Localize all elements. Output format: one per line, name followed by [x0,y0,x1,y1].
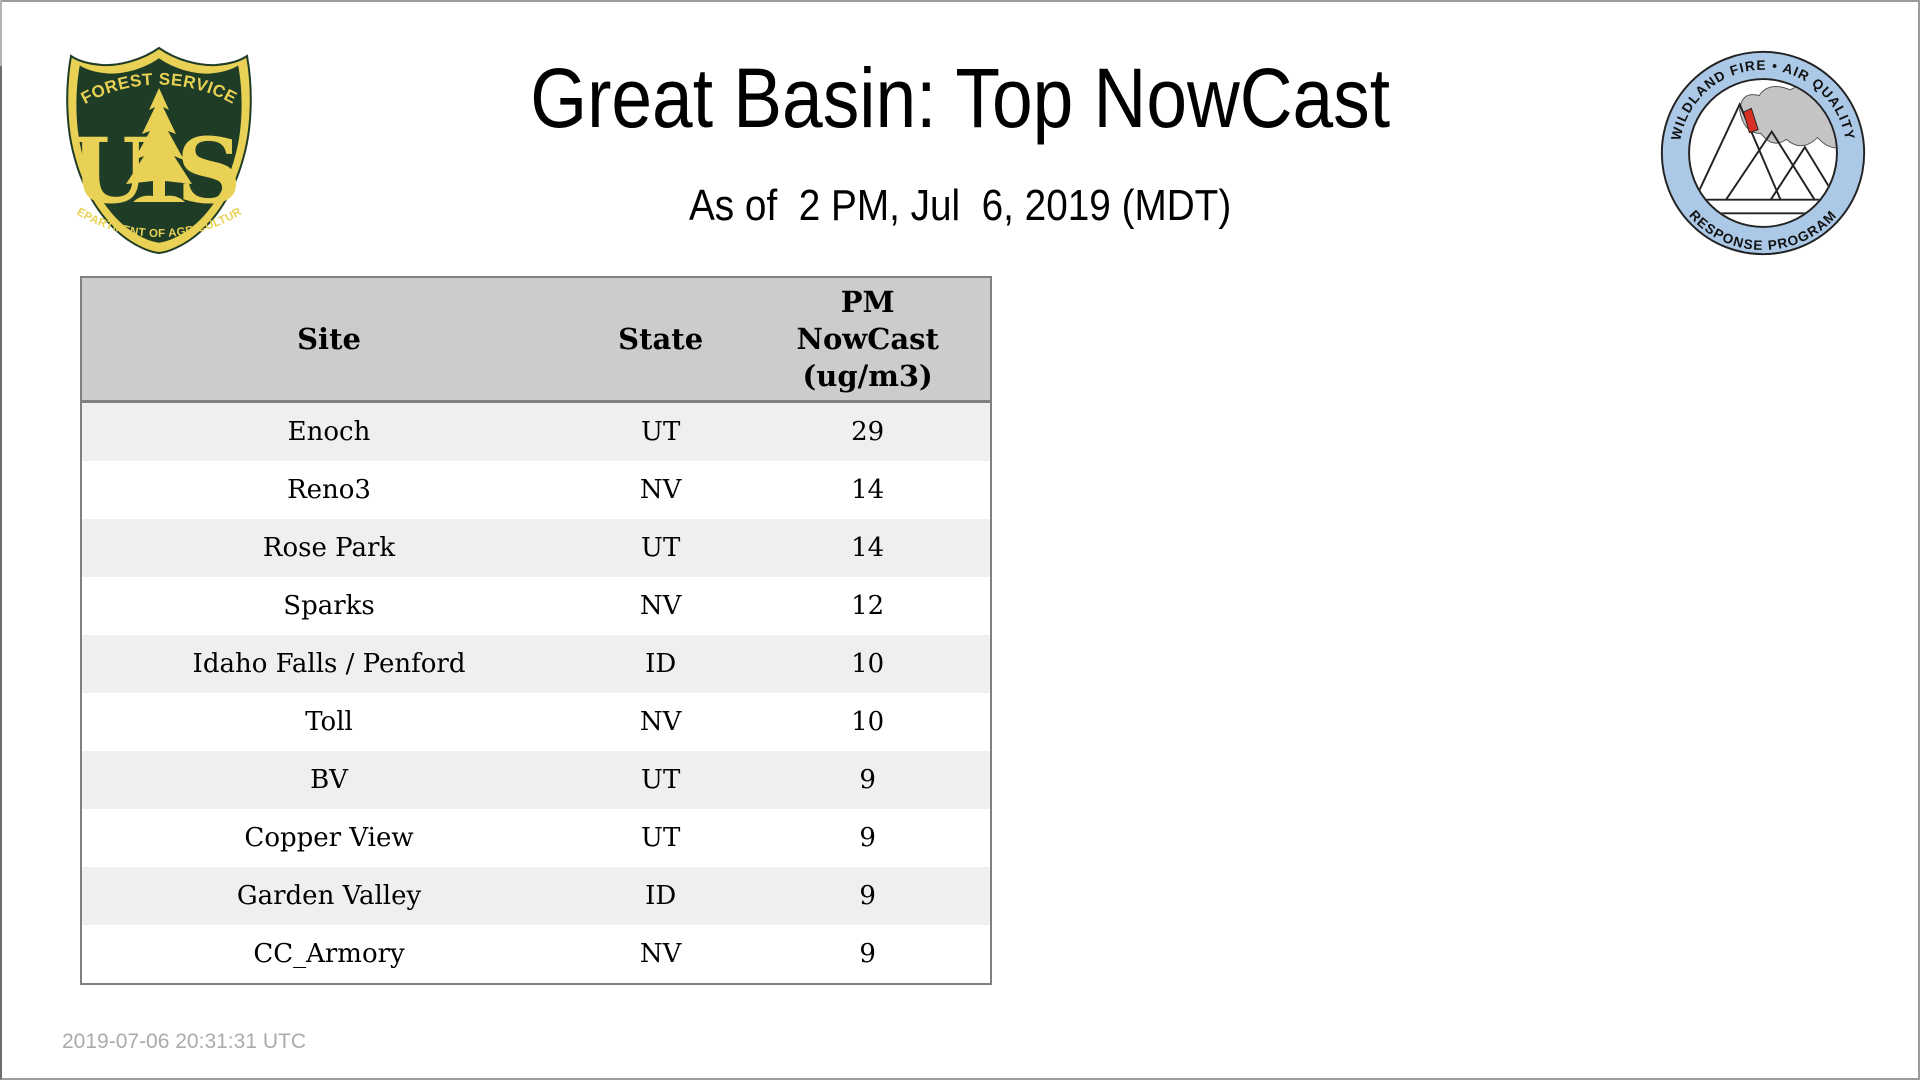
usfs-pine-tree-icon [126,88,192,202]
nowcast-value-cell: 12 [851,591,885,621]
table-header-row: Site State PM NowCast (ug/m3) [81,277,991,403]
state-cell: NV [639,475,682,505]
mountain-left-icon [1694,101,1782,201]
state-cell: NV [639,591,682,621]
state-cell: UT [641,533,681,563]
site-cell: CC_Armory [253,939,405,969]
table-row: Copper View UT 9 [81,809,991,867]
state-cell: ID [645,881,677,911]
nowcast-value-cell: 9 [859,823,876,853]
state-cell: UT [641,417,681,447]
table-row: Idaho Falls / Penford ID 10 [81,635,991,693]
nowcast-value-cell: 9 [859,881,876,911]
state-cell: ID [645,649,677,679]
site-cell: Reno3 [287,475,371,505]
mountain-middle-icon [1725,129,1816,201]
site-cell: Toll [305,707,353,737]
page-title: Great Basin: Top NowCast [530,51,1390,145]
table-row: Enoch UT 29 [81,401,991,461]
table-row: Rose Park UT 14 [81,519,991,577]
nowcast-value-cell: 14 [851,533,885,563]
nowcast-value-cell: 29 [851,417,885,447]
nowcast-value-cell: 10 [851,649,885,679]
generation-timestamp: 2019-07-06 20:31:31 UTC [62,1030,306,1053]
table-row: BV UT 9 [81,751,991,809]
table-row: CC_Armory NV 9 [81,925,991,984]
table-row: Toll NV 10 [81,693,991,751]
site-cell: Garden Valley [236,881,422,911]
wfaqrp-logo: WILDLAND FIRE • AIR QUALITY RESPONSE PRO… [1660,50,1866,256]
nowcast-value-cell: 9 [859,765,876,795]
usfs-letter-s: S [177,118,242,224]
page-frame-accent [0,0,2,66]
state-cell: UT [641,765,681,795]
site-cell: Rose Park [262,533,396,563]
usfs-logo: FOREST SERVICE U S DEPARTMENT OF AGRICUL… [64,44,252,255]
nowcast-value-cell: 10 [851,707,885,737]
state-cell: UT [641,823,681,853]
table-body: Enoch UT 29 Reno3 NV 14 Rose Park UT 14 Sparks NV 1… [81,401,991,984]
col-header-pm-nowcast: PM NowCast (ug/m3) [745,277,991,403]
state-cell: NV [639,939,682,969]
page-subtitle: As of 2 PM, Jul 6, 2019 (MDT) [688,181,1232,230]
site-cell: Idaho Falls / Penford [192,649,466,679]
nowcast-table: Site State PM NowCast (ug/m3) Enoch UT 29 R… [80,276,992,985]
site-cell: Enoch [287,417,371,447]
mountain-right-icon [1769,145,1836,201]
col-header-state: State [576,277,746,403]
nowcast-value-cell: 9 [859,939,876,969]
col-header-site: Site [81,277,577,403]
table-row: Garden Valley ID 9 [81,867,991,925]
flame-icon [1742,107,1759,134]
table-row: Sparks NV 12 [81,577,991,635]
state-cell: NV [639,707,682,737]
nowcast-value-cell: 14 [851,475,885,505]
table-row: Reno3 NV 14 [81,461,991,519]
site-cell: Copper View [244,823,414,853]
site-cell: Sparks [283,591,375,621]
site-cell: BV [310,765,348,795]
